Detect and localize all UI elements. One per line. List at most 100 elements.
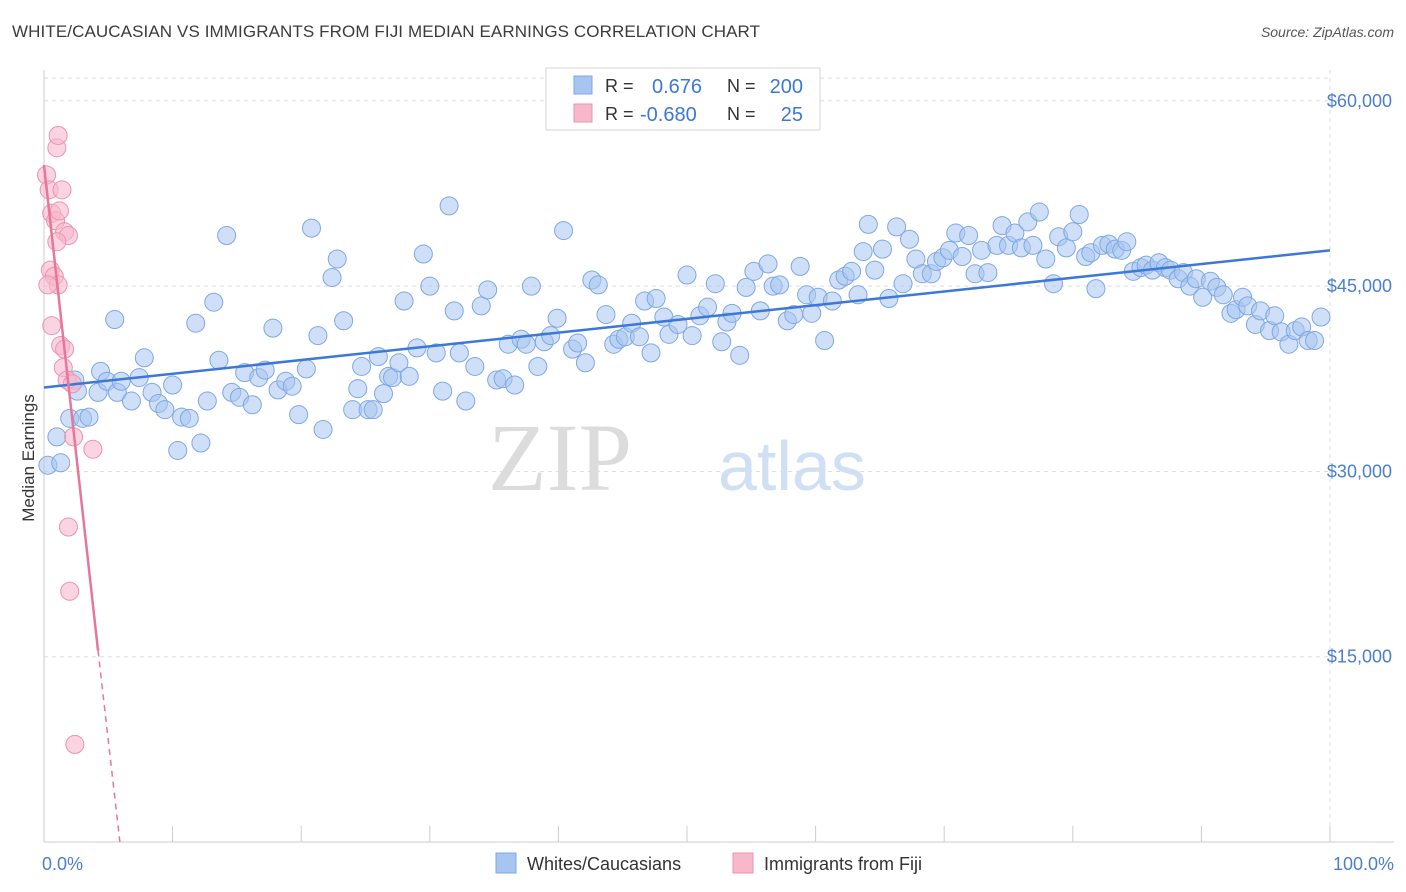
legend-r-label-2: R = bbox=[605, 104, 634, 124]
point-whites bbox=[682, 326, 702, 346]
point-whites bbox=[712, 332, 732, 352]
legend-swatch-blue bbox=[573, 75, 593, 95]
point-whites bbox=[1086, 279, 1106, 299]
point-whites bbox=[1117, 232, 1137, 252]
point-whites bbox=[163, 375, 183, 395]
x-tick-label-max: 100.0% bbox=[1333, 854, 1394, 874]
point-whites bbox=[705, 274, 725, 294]
point-whites bbox=[959, 226, 979, 246]
point-whites bbox=[758, 254, 778, 274]
point-whites bbox=[1023, 235, 1043, 255]
point-whites bbox=[1305, 331, 1325, 351]
trend-lines bbox=[42, 164, 1331, 843]
point-whites bbox=[282, 376, 302, 396]
point-whites bbox=[1063, 222, 1083, 242]
point-whites bbox=[978, 263, 998, 283]
point-whites bbox=[111, 371, 131, 391]
trend-line-whites bbox=[43, 249, 1331, 389]
point-whites bbox=[528, 356, 548, 376]
point-whites bbox=[952, 247, 972, 267]
point-whites bbox=[893, 274, 913, 294]
point-whites bbox=[363, 400, 383, 420]
point-whites bbox=[541, 326, 561, 346]
axes bbox=[43, 70, 1394, 843]
legend-bottom: Whites/Caucasians Immigrants from Fiji bbox=[495, 852, 922, 874]
point-whites bbox=[197, 391, 217, 411]
point-whites bbox=[842, 261, 862, 281]
point-whites bbox=[322, 268, 342, 288]
grid-lines bbox=[44, 70, 1331, 842]
point-whites bbox=[505, 375, 525, 395]
point-whites bbox=[79, 407, 99, 427]
point-whites bbox=[641, 343, 661, 363]
point-whites bbox=[554, 221, 574, 241]
point-whites bbox=[121, 391, 141, 411]
point-whites bbox=[308, 326, 328, 346]
legend-n-label-1: N = bbox=[727, 76, 756, 96]
point-whites bbox=[568, 333, 588, 353]
point-whites bbox=[327, 249, 347, 269]
point-whites bbox=[521, 276, 541, 296]
point-whites bbox=[389, 353, 409, 373]
point-whites bbox=[1044, 274, 1064, 294]
point-whites bbox=[698, 297, 718, 317]
watermark-zip: ZIP bbox=[488, 404, 632, 511]
point-whites bbox=[51, 453, 71, 473]
point-whites bbox=[865, 260, 885, 280]
point-whites bbox=[802, 303, 822, 323]
point-whites bbox=[646, 289, 666, 309]
point-whites bbox=[736, 277, 756, 297]
y-tick-label: $30,000 bbox=[1327, 461, 1392, 481]
point-whites bbox=[191, 433, 211, 453]
point-fiji bbox=[65, 734, 85, 754]
point-whites bbox=[588, 275, 608, 295]
point-whites bbox=[352, 356, 372, 376]
legend-r-value-2: -0.680 bbox=[640, 104, 697, 126]
point-whites bbox=[155, 400, 175, 420]
point-whites bbox=[204, 292, 224, 312]
point-whites bbox=[629, 327, 649, 347]
point-whites bbox=[420, 276, 440, 296]
series-fiji bbox=[37, 125, 103, 754]
point-whites bbox=[1056, 238, 1076, 258]
point-whites bbox=[887, 217, 907, 237]
watermark: ZIP atlas bbox=[488, 404, 866, 511]
point-whites bbox=[547, 308, 567, 328]
point-whites bbox=[217, 226, 237, 246]
point-whites bbox=[456, 391, 476, 411]
legend-top: R = 0.676 N = 200 R = -0.680 N = 25 bbox=[545, 67, 821, 131]
point-whites bbox=[596, 305, 616, 325]
trend-line-fiji bbox=[42, 164, 100, 651]
watermark-atlas: atlas bbox=[718, 427, 866, 505]
point-fiji bbox=[52, 180, 72, 200]
point-fiji bbox=[47, 232, 67, 252]
x-tick-label-min: 0.0% bbox=[42, 854, 83, 874]
series-whites bbox=[38, 196, 1331, 475]
point-whites bbox=[1036, 249, 1056, 269]
point-whites bbox=[853, 242, 873, 262]
point-whites bbox=[334, 311, 354, 331]
point-fiji bbox=[60, 581, 80, 601]
point-whites bbox=[449, 343, 469, 363]
point-fiji bbox=[42, 316, 62, 336]
point-whites bbox=[394, 291, 414, 311]
point-whites bbox=[1311, 307, 1331, 327]
point-whites bbox=[296, 359, 316, 379]
y-tick-label: $45,000 bbox=[1327, 276, 1392, 296]
point-whites bbox=[439, 196, 459, 216]
legend-r-value-1: 0.676 bbox=[652, 76, 702, 98]
point-whites bbox=[872, 239, 892, 259]
point-whites bbox=[730, 345, 750, 365]
legend-n-label-2: N = bbox=[727, 104, 756, 124]
point-whites bbox=[168, 440, 188, 460]
point-whites bbox=[209, 350, 229, 370]
point-whites bbox=[301, 218, 321, 238]
tick-labels: $15,000 $30,000 $45,000 $60,000 0.0% 100.0% bbox=[42, 91, 1394, 874]
point-whites bbox=[134, 348, 154, 368]
point-whites bbox=[478, 280, 498, 300]
point-whites bbox=[1265, 306, 1285, 326]
point-whites bbox=[770, 275, 790, 295]
legend-r-label-1: R = bbox=[605, 76, 634, 96]
legend-n-value-2: 25 bbox=[781, 104, 803, 126]
point-whites bbox=[1213, 285, 1233, 305]
